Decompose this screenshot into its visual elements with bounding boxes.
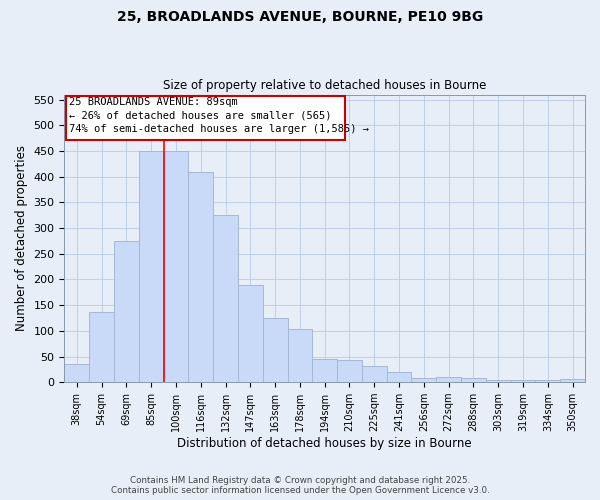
- Bar: [461, 378, 486, 382]
- Bar: [412, 378, 436, 382]
- Bar: [560, 379, 585, 382]
- Bar: [436, 377, 461, 382]
- Text: Contains HM Land Registry data © Crown copyright and database right 2025.
Contai: Contains HM Land Registry data © Crown c…: [110, 476, 490, 495]
- Bar: [263, 318, 287, 382]
- Bar: [486, 380, 511, 382]
- Bar: [535, 380, 560, 382]
- Bar: [164, 151, 188, 382]
- Bar: [65, 96, 344, 140]
- Bar: [362, 366, 386, 382]
- Bar: [114, 241, 139, 382]
- X-axis label: Distribution of detached houses by size in Bourne: Distribution of detached houses by size …: [178, 437, 472, 450]
- Bar: [313, 358, 337, 382]
- Title: Size of property relative to detached houses in Bourne: Size of property relative to detached ho…: [163, 79, 487, 92]
- Bar: [64, 364, 89, 382]
- Text: 25 BROADLANDS AVENUE: 89sqm
← 26% of detached houses are smaller (565)
74% of se: 25 BROADLANDS AVENUE: 89sqm ← 26% of det…: [70, 97, 370, 134]
- Bar: [337, 360, 362, 382]
- Bar: [89, 312, 114, 382]
- Bar: [386, 372, 412, 382]
- Bar: [139, 151, 164, 382]
- Bar: [238, 284, 263, 382]
- Bar: [287, 330, 313, 382]
- Y-axis label: Number of detached properties: Number of detached properties: [15, 146, 28, 332]
- Text: 25, BROADLANDS AVENUE, BOURNE, PE10 9BG: 25, BROADLANDS AVENUE, BOURNE, PE10 9BG: [117, 10, 483, 24]
- Bar: [213, 216, 238, 382]
- Bar: [511, 380, 535, 382]
- Bar: [188, 172, 213, 382]
